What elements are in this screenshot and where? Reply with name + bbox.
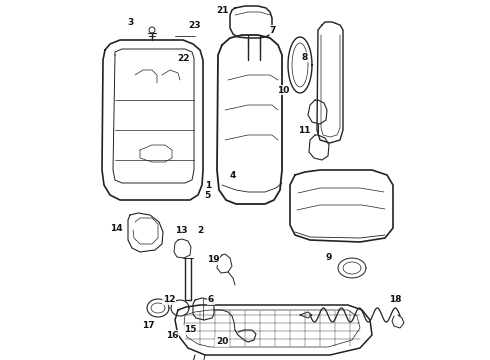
Text: 12: 12 <box>163 296 175 305</box>
Text: 15: 15 <box>184 325 196 334</box>
Text: 9: 9 <box>326 253 332 262</box>
Text: 19: 19 <box>207 256 220 265</box>
Text: 4: 4 <box>230 171 236 180</box>
Text: 8: 8 <box>302 53 308 62</box>
Text: 5: 5 <box>204 190 210 199</box>
Text: 18: 18 <box>389 296 401 305</box>
Text: 13: 13 <box>175 225 187 234</box>
Text: 10: 10 <box>277 86 289 95</box>
Text: 7: 7 <box>270 26 276 35</box>
Text: 20: 20 <box>216 338 228 346</box>
Text: 22: 22 <box>177 54 189 63</box>
Text: 3: 3 <box>127 18 133 27</box>
Text: 21: 21 <box>216 5 228 14</box>
Text: 2: 2 <box>197 225 203 234</box>
Text: 17: 17 <box>142 320 154 329</box>
Text: 6: 6 <box>208 296 214 305</box>
Text: 16: 16 <box>166 330 178 339</box>
Text: 1: 1 <box>205 180 211 189</box>
Text: 11: 11 <box>298 126 310 135</box>
Text: 23: 23 <box>188 21 200 30</box>
Text: 14: 14 <box>110 224 122 233</box>
